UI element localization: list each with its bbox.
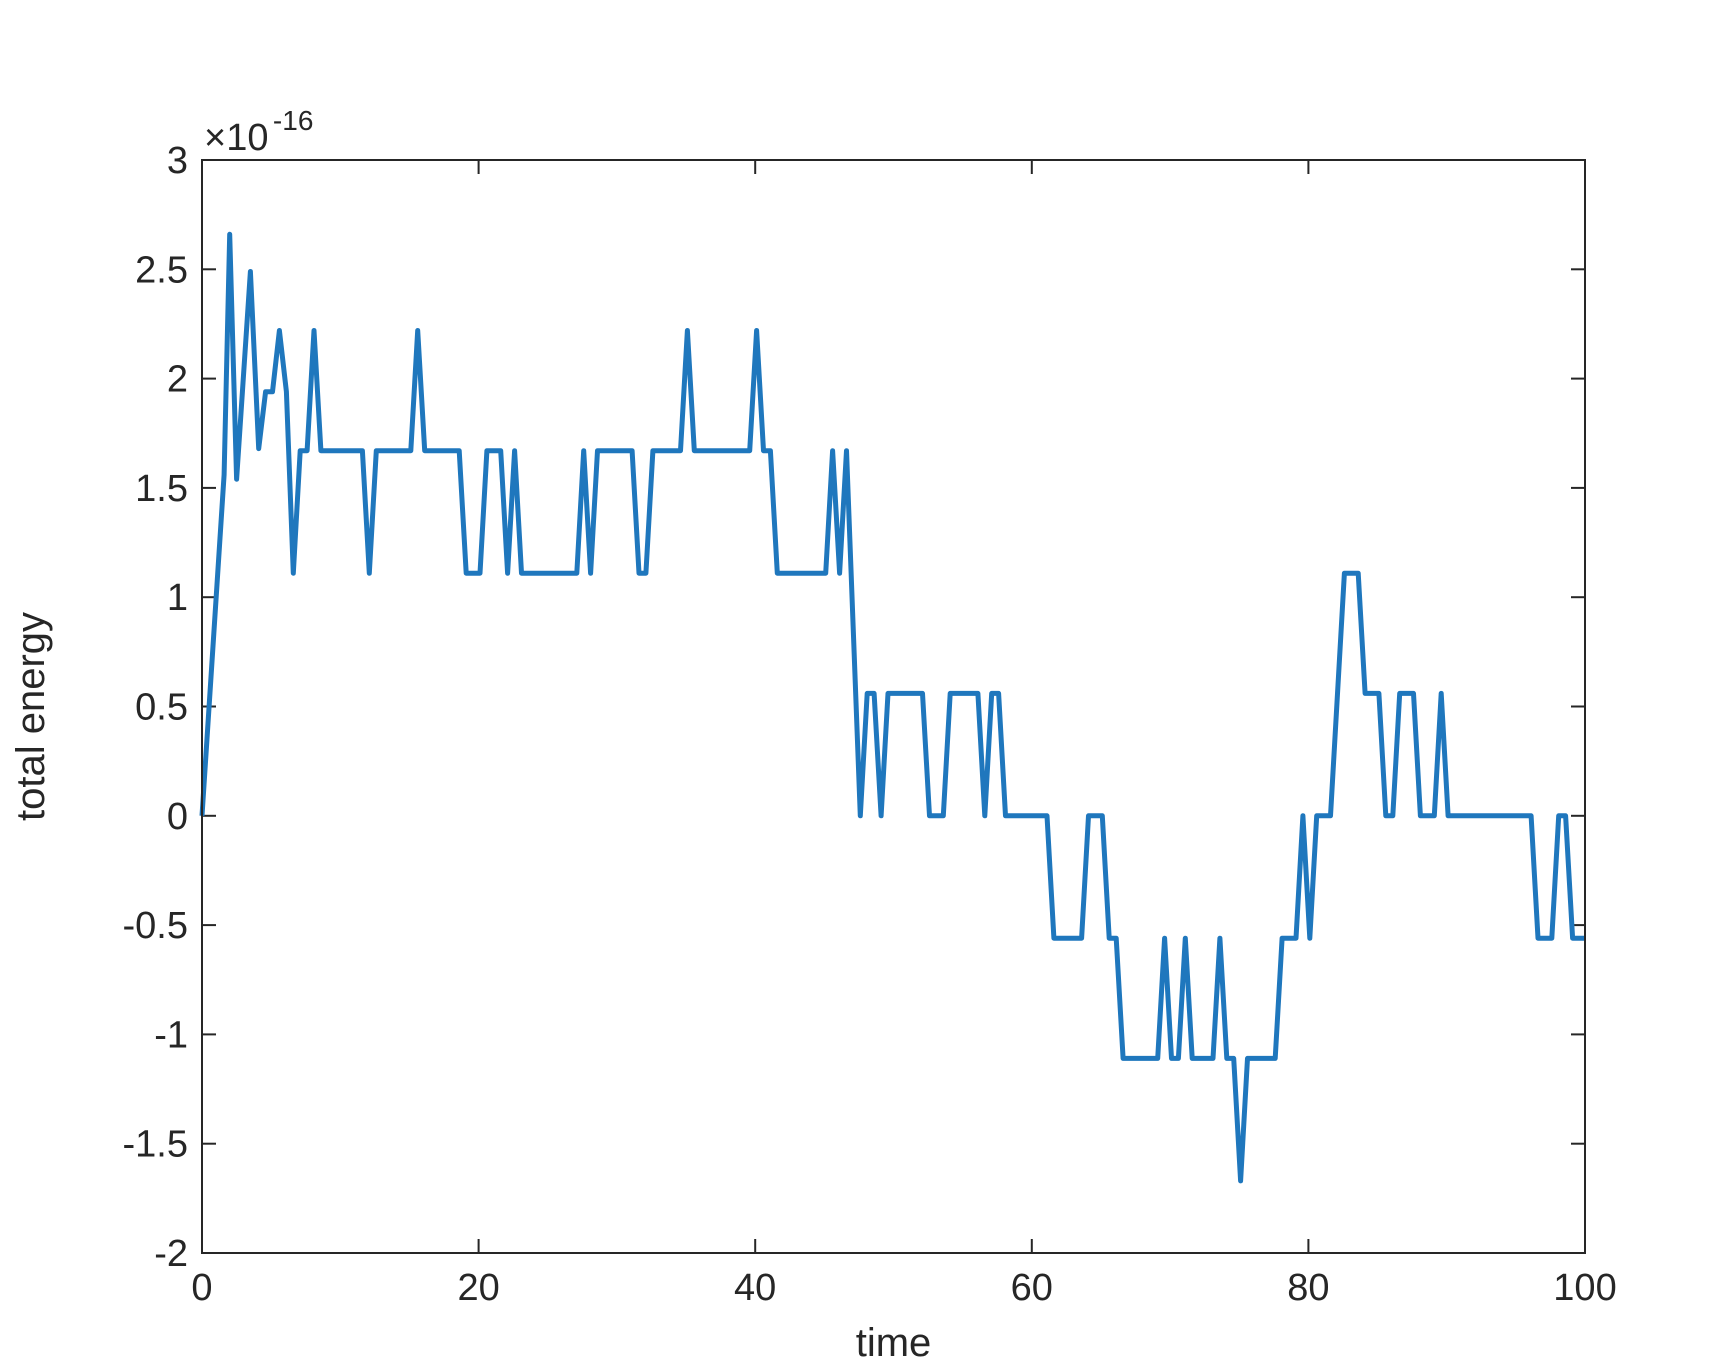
x-tick-label: 100	[1553, 1267, 1616, 1309]
y-tick-label: -1.5	[123, 1124, 188, 1166]
x-tick-label: 60	[1011, 1267, 1053, 1309]
axes-box	[201, 159, 1586, 1254]
x-tick-label: 80	[1287, 1267, 1329, 1309]
y-multiplier-base: ×10	[204, 117, 268, 159]
y-tick-label: 2	[167, 359, 188, 401]
x-tick-label: 0	[191, 1267, 212, 1309]
x-tick-label: 40	[734, 1267, 776, 1309]
y-tick-label: -1	[154, 1014, 188, 1056]
y-tick-label: 3	[167, 140, 188, 182]
tick-labels: 0 20 40 60 80 100 -2 -1.5 -1 -0.5 0 0.5 1 1.5 2 2.5 3	[123, 140, 1617, 1309]
y-axis-multiplier: ×10 -16	[204, 105, 313, 159]
x-axis-label: time	[856, 1321, 932, 1365]
y-tick-label: 0.5	[135, 687, 188, 729]
series-line	[199, 231, 1585, 1184]
y-multiplier-exponent: -16	[273, 105, 313, 136]
y-axis-label: total energy	[9, 612, 53, 821]
y-tick-label: -2	[154, 1233, 188, 1275]
y-tick-label: 1	[167, 577, 188, 619]
y-tick-label: 1.5	[135, 468, 188, 510]
y-tick-label: 2.5	[135, 249, 188, 291]
plot-area	[202, 160, 1585, 1253]
y-tick-label: -0.5	[123, 905, 188, 947]
x-tick-label: 20	[457, 1267, 499, 1309]
y-tick-label: 0	[167, 796, 188, 838]
